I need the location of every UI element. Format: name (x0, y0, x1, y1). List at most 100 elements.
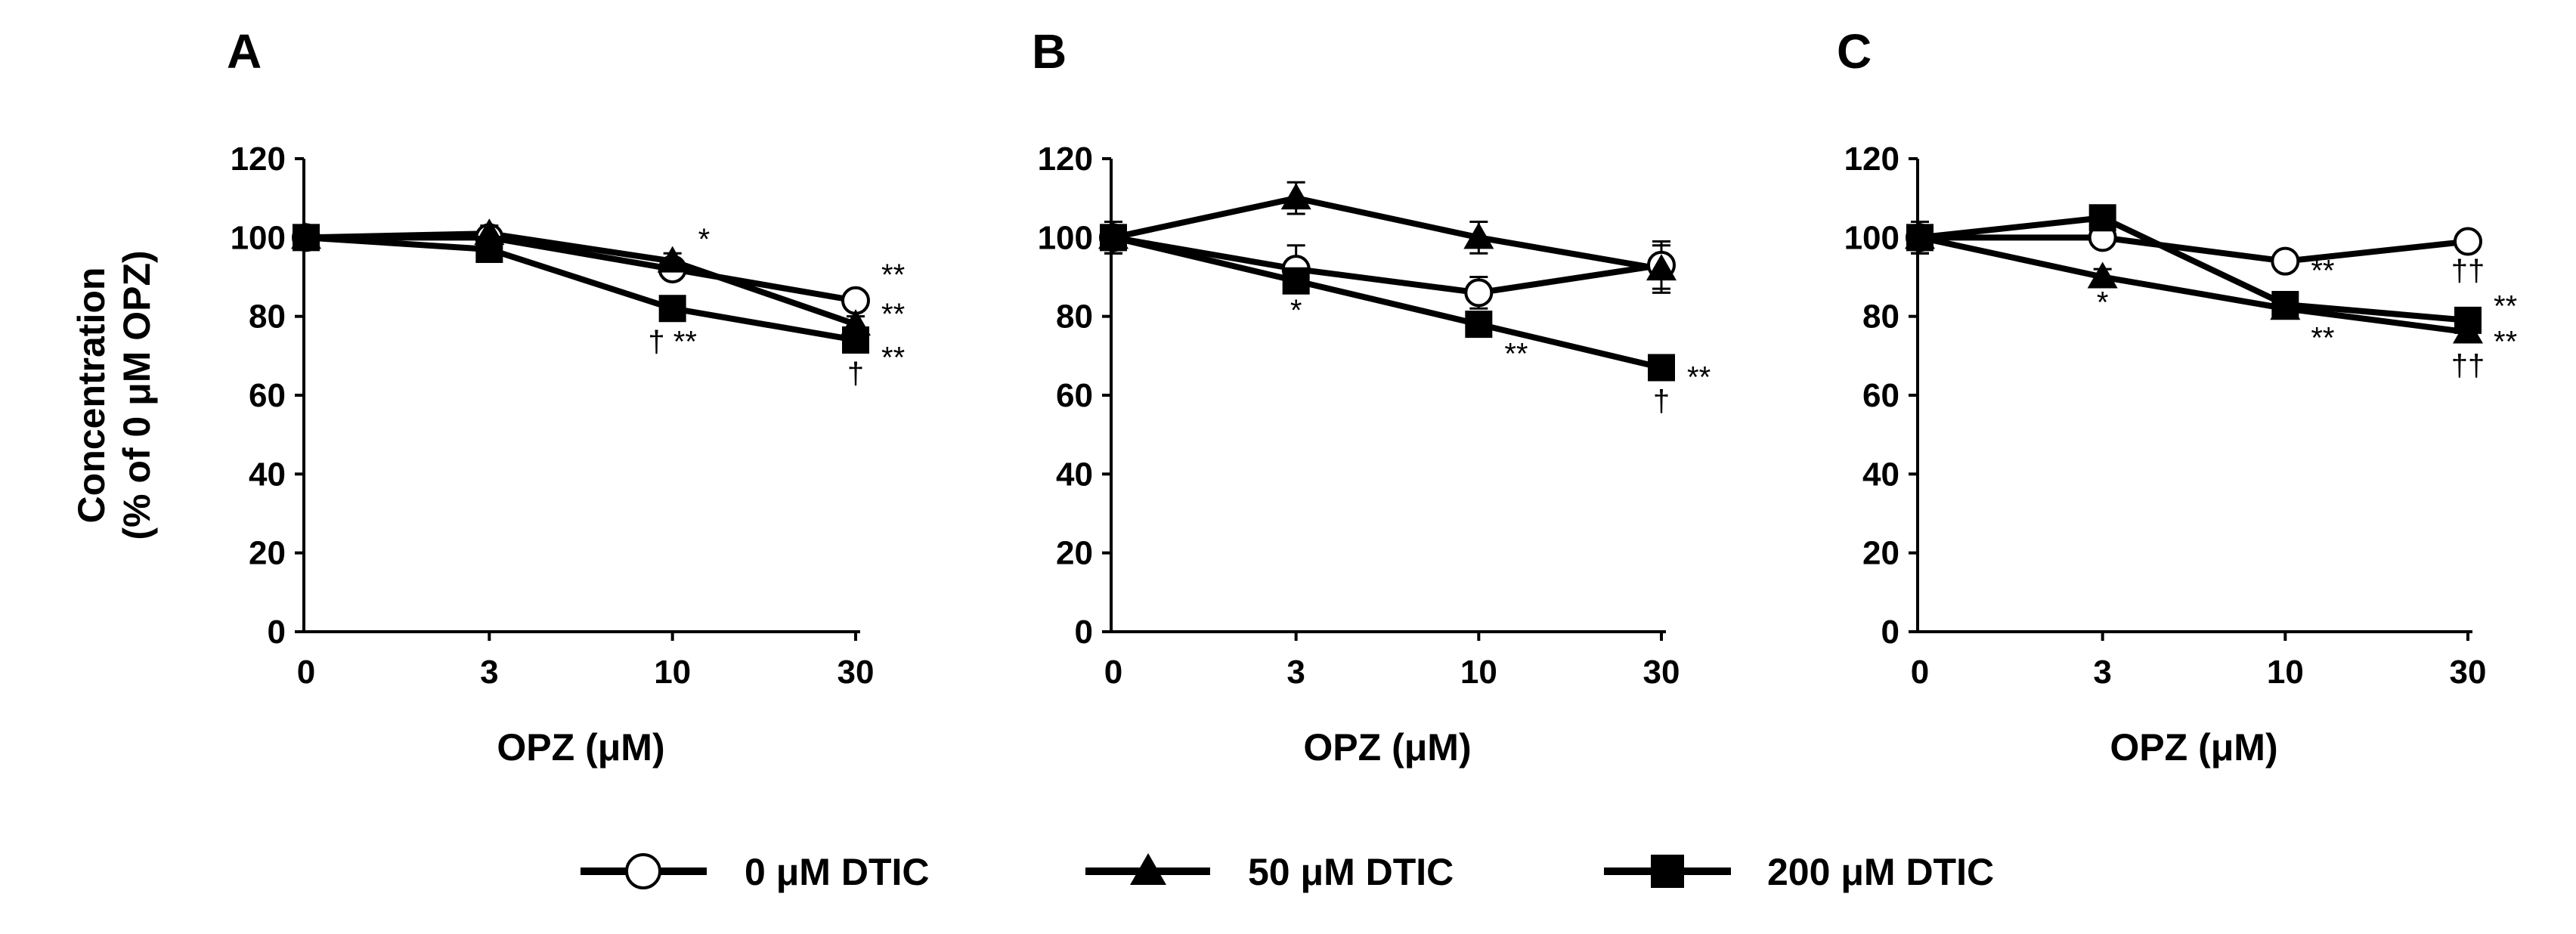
data-point-triangle (1463, 222, 1494, 249)
y-tick-label: 40 (1862, 456, 1899, 493)
series-line-triangle (1113, 195, 1662, 273)
significance-mark: ** (881, 258, 905, 292)
significance-mark: * (1290, 294, 1302, 327)
y-tick-label: 40 (1056, 456, 1093, 493)
significance-mark: † (847, 357, 864, 390)
y-tick-label: 60 (1862, 377, 1899, 414)
legend-item-triangle: 50 μM DTIC (1085, 851, 1454, 893)
series-line-square (305, 234, 856, 343)
panel-label: A (227, 24, 262, 79)
significance-mark: ** (2311, 255, 2334, 288)
y-tick-label: 80 (1056, 298, 1093, 336)
legend-marker-triangle (1130, 853, 1166, 885)
panel-label: B (1032, 24, 1067, 79)
data-point-circle (1464, 278, 1494, 308)
y-tick-label: 100 (1844, 219, 1899, 256)
x-tick-label: 10 (2267, 654, 2304, 691)
x-tick-label: 10 (654, 654, 691, 691)
series-line-square (1919, 215, 2469, 323)
data-point-triangle (657, 246, 688, 273)
y-tick-label: 0 (1881, 614, 1899, 651)
data-point-triangle (2087, 261, 2118, 289)
legend: 0 μM DTIC 50 μM DTIC 200 μM DTIC (581, 851, 1994, 893)
data-point-square (2271, 291, 2299, 319)
significance-mark: * (2097, 286, 2109, 319)
significance-mark: ** (881, 341, 905, 374)
series-line-square (1113, 234, 1662, 371)
data-point-triangle (1646, 254, 1677, 281)
data-point-square (1282, 267, 1310, 295)
data-point-circle (2271, 246, 2300, 276)
significance-mark: ** (881, 298, 905, 331)
chart-panel-a: A 0 20 40 60 80 100 120 0 3 10 30 OPZ (μM) Concentrat… (70, 24, 905, 769)
data-point-square (1465, 311, 1493, 339)
y-axis-title-units: (% of 0 μM OPZ) (116, 250, 158, 540)
y-tick-label: 120 (1844, 141, 1899, 178)
series-line-triangle (305, 230, 857, 327)
x-tick-label: 30 (2450, 654, 2487, 691)
y-tick-label: 100 (231, 219, 286, 256)
significance-mark: ** (1687, 361, 1711, 394)
data-point-square (658, 295, 686, 323)
legend-item-square: 200 μM DTIC (1604, 851, 1994, 893)
x-axis-title: OPZ (μM) (497, 726, 664, 769)
y-tick-label: 60 (249, 377, 286, 414)
legend-item-circle: 0 μM DTIC (581, 851, 929, 893)
x-tick-label: 3 (480, 654, 498, 691)
y-tick-label: 20 (1862, 535, 1899, 572)
significance-mark: ** (1504, 337, 1528, 370)
panel-label: C (1837, 24, 1872, 79)
data-point-square (842, 326, 869, 354)
x-tick-label: 0 (1911, 654, 1929, 691)
x-tick-label: 0 (297, 654, 315, 691)
x-tick-label: 3 (1286, 654, 1305, 691)
x-tick-label: 10 (1460, 654, 1497, 691)
series-line-triangle (1919, 234, 2469, 336)
legend-label: 0 μM DTIC (745, 851, 929, 893)
y-tick-label: 80 (249, 298, 286, 336)
y-axis-title: Concentration (70, 268, 113, 524)
series-line-circle (1920, 234, 2469, 264)
legend-marker-circle (625, 853, 661, 889)
y-tick-label: 40 (249, 456, 286, 493)
y-tick-label: 20 (1056, 535, 1093, 572)
data-point-square (293, 224, 320, 252)
significance-mark: †† (2451, 349, 2485, 382)
significance-mark: † ** (648, 326, 697, 359)
significance-mark: † (1653, 385, 1670, 418)
significance-mark: ** (2494, 290, 2517, 323)
data-point-square (475, 235, 503, 263)
x-tick-label: 3 (2093, 654, 2111, 691)
y-tick-label: 100 (1038, 219, 1093, 256)
significance-mark: * (698, 223, 711, 256)
y-tick-label: 60 (1056, 377, 1093, 414)
data-point-square (1648, 354, 1675, 382)
data-point-square (1100, 224, 1127, 252)
legend-label: 200 μM DTIC (1767, 851, 1994, 893)
x-axis-title: OPZ (μM) (2110, 726, 2277, 769)
y-tick-label: 80 (1862, 298, 1899, 336)
significance-mark: ** (2494, 326, 2517, 359)
data-point-triangle (1280, 183, 1311, 210)
y-tick-label: 0 (268, 614, 286, 651)
x-tick-label: 0 (1104, 654, 1122, 691)
x-tick-label: 30 (838, 654, 875, 691)
y-tick-label: 20 (249, 535, 286, 572)
legend-marker-square (1651, 855, 1684, 888)
y-tick-label: 120 (1038, 141, 1093, 178)
data-point-square (2088, 204, 2116, 232)
data-point-square (2454, 306, 2482, 334)
data-point-square (1906, 224, 1934, 252)
data-point-circle (2454, 227, 2482, 256)
x-axis-title: OPZ (μM) (1303, 726, 1471, 769)
y-tick-label: 0 (1075, 614, 1093, 651)
y-tick-label: 120 (231, 141, 286, 178)
significance-mark: †† (2451, 255, 2485, 288)
series-line-circle (1113, 234, 1662, 296)
x-tick-label: 30 (1643, 654, 1680, 691)
significance-mark: ** (2311, 321, 2334, 354)
legend-label: 50 μM DTIC (1248, 851, 1454, 893)
